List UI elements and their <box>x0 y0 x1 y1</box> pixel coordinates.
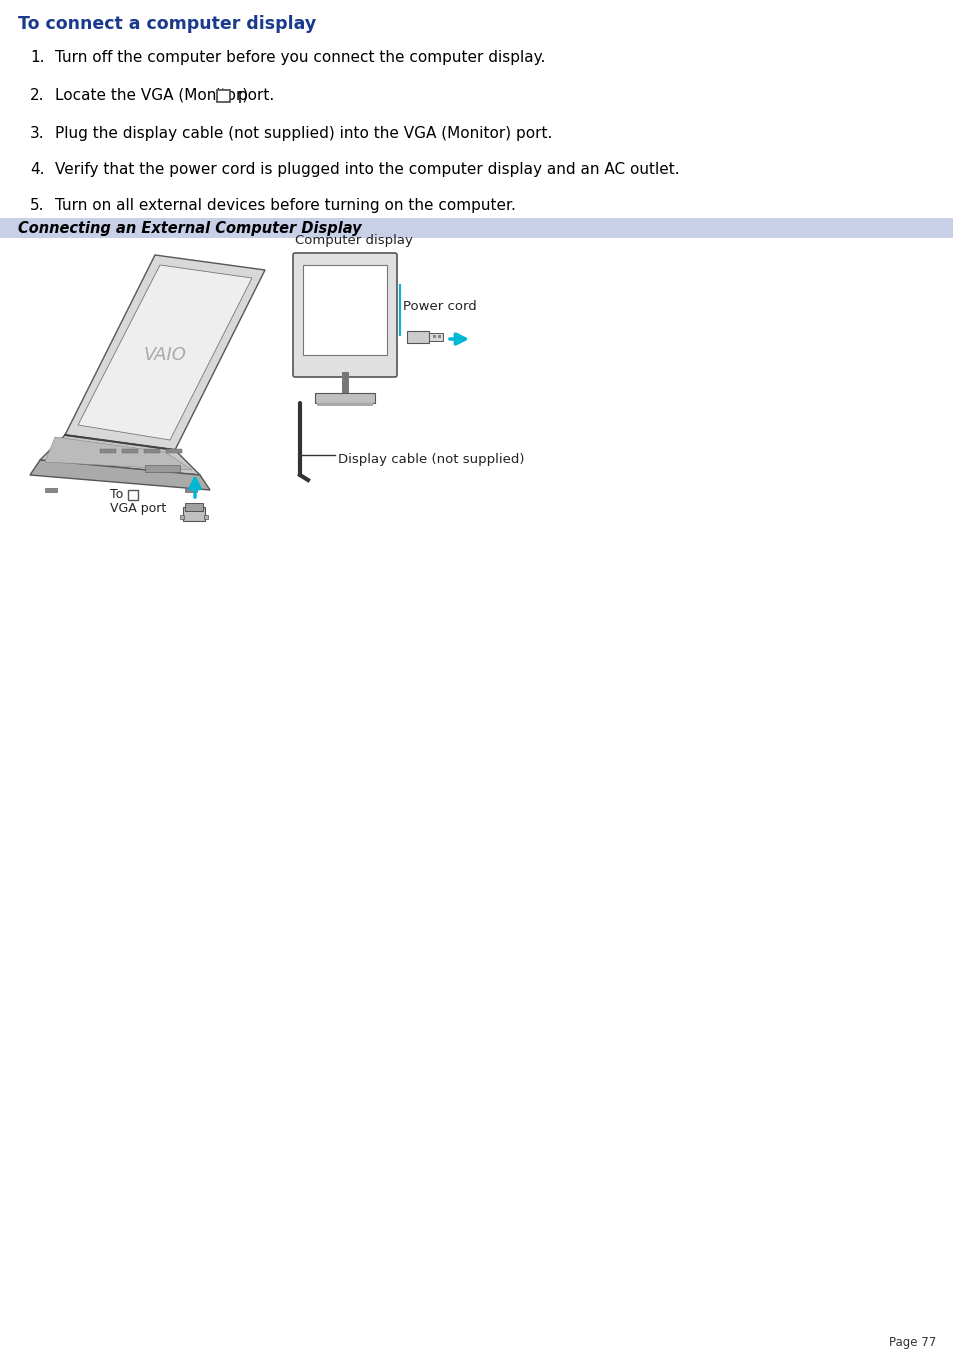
Bar <box>433 335 436 338</box>
Text: Page 77: Page 77 <box>888 1336 935 1350</box>
Bar <box>303 265 387 355</box>
Text: 4.: 4. <box>30 162 45 177</box>
Text: Power cord: Power cord <box>402 300 476 313</box>
Polygon shape <box>78 265 252 440</box>
Text: Connecting an External Computer Display: Connecting an External Computer Display <box>18 222 361 236</box>
Bar <box>100 449 116 453</box>
Text: 3.: 3. <box>30 126 45 141</box>
Bar <box>0 218 953 238</box>
Text: Verify that the power cord is plugged into the computer display and an AC outlet: Verify that the power cord is plugged in… <box>55 162 679 177</box>
Text: 5.: 5. <box>30 199 45 213</box>
Bar <box>185 488 196 492</box>
Bar <box>144 449 160 453</box>
Bar <box>429 332 442 340</box>
Text: VAIO: VAIO <box>143 346 186 363</box>
Bar <box>45 488 57 492</box>
Text: Turn off the computer before you connect the computer display.: Turn off the computer before you connect… <box>55 50 545 65</box>
Bar <box>183 507 205 521</box>
Text: Plug the display cable (not supplied) into the VGA (Monitor) port.: Plug the display cable (not supplied) in… <box>55 126 552 141</box>
Text: Display cable (not supplied): Display cable (not supplied) <box>337 453 524 466</box>
Bar <box>185 503 203 511</box>
Polygon shape <box>65 255 265 450</box>
Text: port.: port. <box>233 88 274 103</box>
Text: To connect a computer display: To connect a computer display <box>18 15 315 32</box>
Bar <box>314 393 375 403</box>
Text: 2.: 2. <box>30 88 45 103</box>
Text: Turn on all external devices before turning on the computer.: Turn on all external devices before turn… <box>55 199 516 213</box>
Bar <box>316 403 373 407</box>
Bar <box>437 335 440 338</box>
Polygon shape <box>45 436 192 470</box>
Bar <box>166 449 182 453</box>
Bar <box>180 515 184 519</box>
Text: VGA port: VGA port <box>110 503 166 515</box>
Polygon shape <box>40 435 200 476</box>
Text: Locate the VGA (Monitor): Locate the VGA (Monitor) <box>55 88 248 103</box>
Text: 1.: 1. <box>30 50 45 65</box>
Polygon shape <box>30 459 210 490</box>
FancyBboxPatch shape <box>293 253 396 377</box>
FancyBboxPatch shape <box>216 91 230 101</box>
FancyBboxPatch shape <box>128 490 138 500</box>
Text: To: To <box>110 488 123 501</box>
Text: Computer display: Computer display <box>294 234 413 247</box>
Bar <box>204 515 208 519</box>
Bar <box>407 331 429 343</box>
Bar <box>122 449 138 453</box>
Bar <box>145 465 180 471</box>
